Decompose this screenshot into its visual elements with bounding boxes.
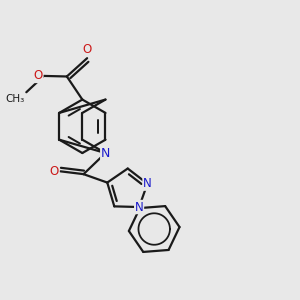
Text: N: N — [101, 146, 110, 160]
Text: CH₃: CH₃ — [6, 94, 25, 104]
Text: O: O — [34, 69, 43, 82]
Text: N: N — [135, 200, 143, 214]
Text: O: O — [82, 43, 92, 56]
Text: N: N — [143, 177, 152, 190]
Text: O: O — [50, 165, 59, 178]
